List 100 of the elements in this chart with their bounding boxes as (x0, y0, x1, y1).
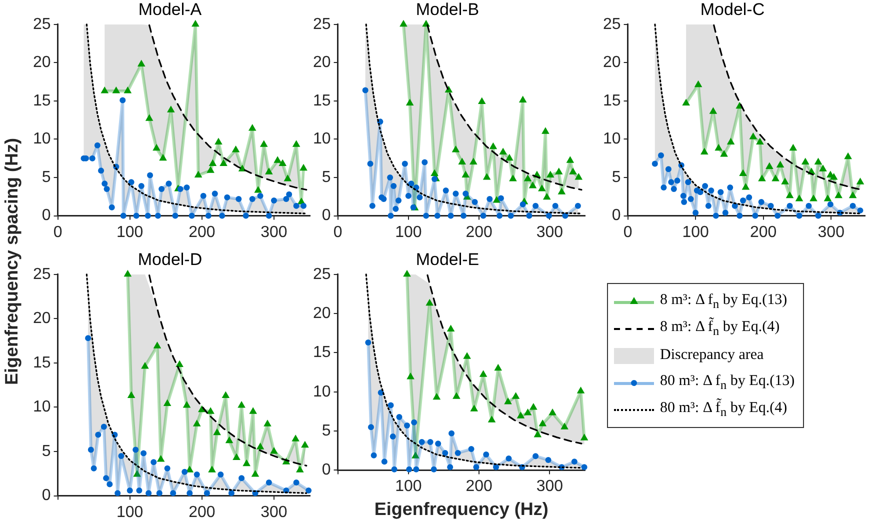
point (534, 430, 542, 438)
point (681, 199, 688, 206)
point (746, 194, 752, 200)
point (478, 97, 486, 104)
point (670, 186, 677, 192)
point (228, 490, 234, 496)
point (709, 107, 718, 114)
chart-title: Model-D (138, 250, 202, 269)
point (188, 212, 195, 219)
y-tick-label: 15 (33, 92, 51, 110)
point (138, 182, 144, 189)
point (532, 453, 539, 460)
point (150, 459, 157, 466)
point (120, 212, 126, 219)
point (194, 170, 202, 178)
point (108, 204, 115, 210)
y-tick-label: 25 (313, 16, 331, 33)
point (220, 159, 228, 166)
point (98, 168, 104, 174)
point (694, 80, 702, 88)
point (390, 434, 396, 440)
point (164, 465, 170, 472)
point (652, 160, 658, 167)
point (442, 450, 448, 456)
x-tick-label: 300 (260, 504, 288, 521)
point (819, 164, 827, 172)
point (158, 186, 165, 192)
point (789, 144, 798, 151)
y-tick-label: 25 (33, 16, 51, 33)
point (448, 430, 455, 436)
point (434, 212, 440, 219)
point (576, 386, 585, 394)
point (736, 212, 743, 219)
point (524, 408, 532, 416)
point (714, 144, 723, 151)
point (128, 179, 134, 186)
point (300, 202, 307, 209)
point (265, 168, 273, 174)
point (493, 464, 500, 470)
point (752, 212, 758, 219)
point (126, 487, 133, 494)
y-tick-label: 10 (603, 130, 621, 148)
point (458, 158, 466, 164)
line-series (148, 24, 308, 191)
point (532, 202, 539, 209)
point (238, 475, 245, 482)
x-tick-label: 300 (536, 478, 564, 496)
point (423, 212, 430, 219)
y-tick-label: 15 (603, 92, 621, 110)
point (413, 466, 420, 472)
point (396, 414, 402, 420)
point (118, 452, 124, 459)
point (470, 404, 478, 412)
point (688, 196, 694, 202)
point (528, 181, 537, 188)
point (722, 210, 728, 216)
point (225, 436, 234, 444)
point (242, 459, 250, 466)
point (558, 188, 566, 194)
point (786, 191, 794, 198)
point (133, 212, 140, 219)
point (462, 170, 470, 178)
point (153, 342, 162, 348)
x-tick-label: 200 (466, 224, 492, 241)
point (680, 192, 686, 199)
legend-label: 80 m³: Δ f̃$_{n}$ by Eq.(4) (660, 400, 788, 420)
point (156, 454, 165, 462)
x-tick-label: 300 (818, 224, 845, 241)
y-tick-label: 5 (42, 168, 51, 186)
point (152, 144, 160, 151)
point (184, 184, 190, 190)
point (381, 458, 388, 465)
point (167, 106, 175, 112)
y-tick-label: 15 (313, 92, 331, 110)
y-tick-label: 5 (612, 168, 621, 186)
point (388, 402, 394, 408)
point (768, 202, 774, 209)
point (712, 212, 719, 219)
point (682, 98, 690, 106)
point (463, 352, 471, 359)
point (127, 391, 136, 398)
point (504, 398, 512, 404)
point (418, 439, 425, 446)
point (795, 194, 804, 202)
point (283, 196, 290, 202)
point (213, 428, 221, 436)
point (827, 201, 834, 208)
point (810, 194, 818, 202)
point (516, 412, 525, 418)
point (182, 400, 191, 408)
point (857, 207, 864, 214)
point (460, 212, 467, 219)
point (848, 191, 857, 198)
point (422, 159, 428, 166)
x-tick-label: 100 (116, 504, 144, 521)
point (432, 392, 441, 400)
point (406, 372, 414, 380)
point (177, 186, 184, 192)
point (554, 168, 563, 174)
point (145, 114, 154, 121)
